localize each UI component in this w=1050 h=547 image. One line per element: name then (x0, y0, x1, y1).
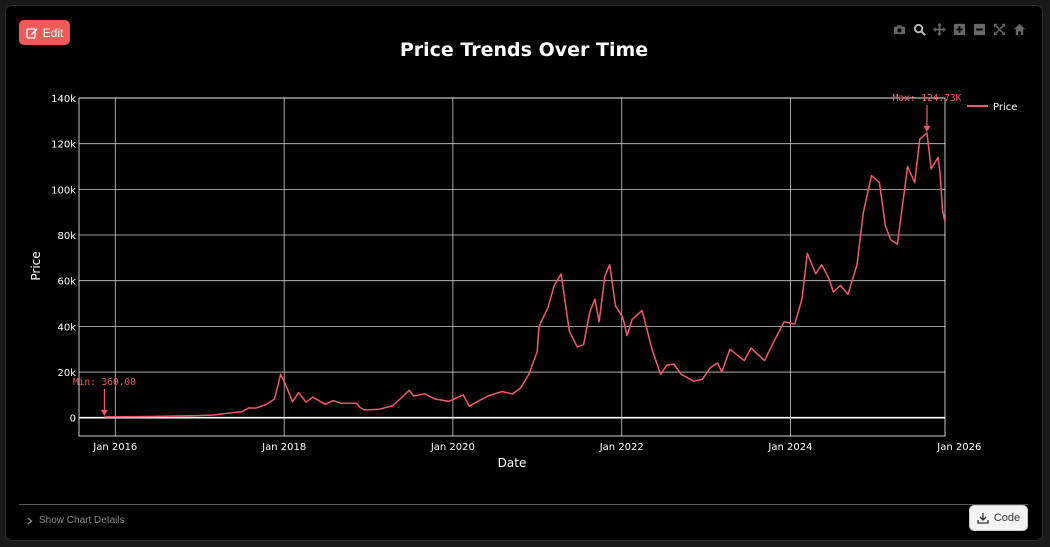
show-chart-details-label: Show Chart Details (39, 515, 125, 526)
x-tick-label: Jan 2024 (767, 442, 812, 453)
x-tick-label: Jan 2022 (599, 442, 644, 453)
x-tick-label: Jan 2020 (430, 442, 475, 453)
edit-icon (26, 27, 38, 39)
zoom-icon[interactable] (912, 22, 926, 36)
y-tick-label: 120k (51, 140, 76, 151)
show-chart-details-toggle[interactable]: Show Chart Details (27, 515, 125, 526)
grid (78, 97, 946, 437)
y-tick-label: 60k (57, 277, 76, 288)
y-axis-label: Price (29, 251, 43, 280)
y-tick-label: 20k (57, 368, 76, 379)
max-annotation: Max: 124.73K (893, 93, 962, 104)
reset-axes-icon[interactable] (1012, 22, 1026, 36)
legend-item-price: Price (993, 102, 1017, 113)
chevron-right-icon (27, 517, 33, 524)
chart-modebar (892, 22, 1026, 36)
x-axis-label: Date (498, 456, 527, 470)
download-icon (977, 513, 989, 524)
annotations: Min: 360.00 Max: 124.73K (73, 93, 962, 416)
x-tick-label: Jan 2016 (92, 442, 137, 453)
plot-area-border (78, 97, 946, 437)
y-tick-label: 0 (70, 414, 76, 425)
min-annotation: Min: 360.00 (73, 377, 136, 388)
annotation-arrowhead (100, 409, 108, 416)
legend[interactable]: Price (967, 102, 1017, 113)
code-button-label: Code (993, 512, 1021, 524)
x-tick-label: Jan 2018 (261, 442, 306, 453)
zoom-in-icon[interactable] (952, 22, 966, 36)
x-tick-label: Jan 2026 (936, 442, 981, 453)
pan-icon[interactable] (932, 22, 946, 36)
y-axis-ticks: 0 20k 40k 60k 80k 100k 120k 140k (51, 94, 76, 425)
y-tick-label: 40k (57, 322, 76, 333)
chart-panel (6, 6, 1042, 540)
zoom-out-icon[interactable] (972, 22, 986, 36)
price-series-line (104, 132, 946, 418)
edit-button[interactable]: Edit (19, 20, 70, 45)
autoscale-icon[interactable] (992, 22, 1006, 36)
code-button[interactable]: Code (969, 505, 1028, 531)
edit-button-label: Edit (42, 25, 64, 40)
y-tick-label: 100k (51, 185, 76, 196)
chart-title: Price Trends Over Time (400, 39, 648, 61)
annotation-arrowhead (923, 125, 931, 132)
y-tick-label: 80k (57, 231, 76, 242)
camera-icon[interactable] (892, 22, 906, 36)
y-tick-label: 140k (51, 94, 76, 105)
footer-divider (19, 504, 1028, 505)
x-axis-ticks: Jan 2016 Jan 2018 Jan 2020 Jan 2022 Jan 2024… (92, 442, 981, 453)
